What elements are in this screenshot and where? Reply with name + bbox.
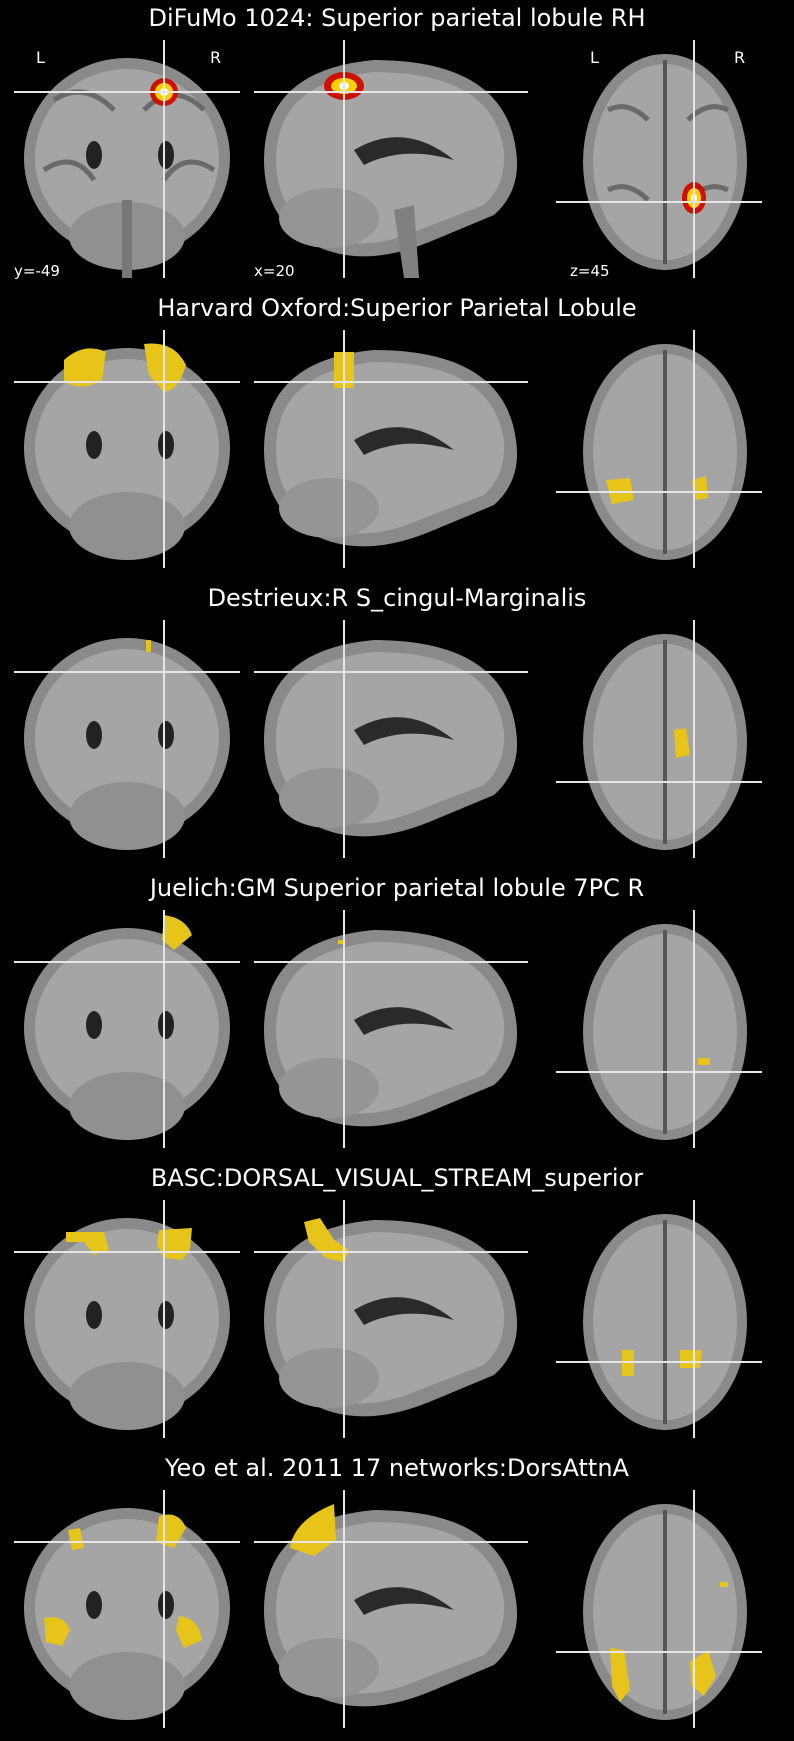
panel-juelich: Juelich:GM Superior parietal lobule 7PC … bbox=[0, 870, 794, 1160]
sagittal-view bbox=[254, 330, 528, 568]
axial-view: L R z=45 bbox=[568, 40, 762, 278]
axial-left-label: L bbox=[590, 48, 599, 67]
panel-basc: BASC:DORSAL_VISUAL_STREAM_superior bbox=[0, 1160, 794, 1450]
coronal-slice bbox=[14, 40, 240, 278]
axial-view bbox=[568, 330, 762, 568]
coronal-coord: y=-49 bbox=[14, 262, 60, 280]
coronal-view bbox=[14, 910, 240, 1148]
axial-coord: z=45 bbox=[570, 262, 610, 280]
coronal-view bbox=[14, 330, 240, 568]
panel-yeo: Yeo et al. 2011 17 networks:DorsAttnA bbox=[0, 1450, 794, 1740]
sagittal-view bbox=[254, 1490, 528, 1728]
sagittal-view bbox=[254, 620, 528, 858]
panel-destrieux: Destrieux:R S_cingul-Marginalis bbox=[0, 580, 794, 870]
panel-title: Yeo et al. 2011 17 networks:DorsAttnA bbox=[0, 1454, 794, 1482]
coronal-view bbox=[14, 1490, 240, 1728]
axial-slice bbox=[568, 40, 762, 278]
panel-title: Harvard Oxford:Superior Parietal Lobule bbox=[0, 294, 794, 322]
sagittal-view bbox=[254, 1200, 528, 1438]
sagittal-slice bbox=[254, 40, 528, 278]
coronal-view: L R y=-49 bbox=[14, 40, 240, 278]
sagittal-view: x=20 bbox=[254, 40, 528, 278]
panel-title: DiFuMo 1024: Superior parietal lobule RH bbox=[0, 4, 794, 32]
axial-view bbox=[568, 1490, 762, 1728]
axial-right-label: R bbox=[734, 48, 745, 67]
panel-title: BASC:DORSAL_VISUAL_STREAM_superior bbox=[0, 1164, 794, 1192]
axial-view bbox=[568, 910, 762, 1148]
panel-harvard-oxford: Harvard Oxford:Superior Parietal Lobule bbox=[0, 290, 794, 580]
panel-title: Juelich:GM Superior parietal lobule 7PC … bbox=[0, 874, 794, 902]
coronal-view bbox=[14, 620, 240, 858]
left-label: L bbox=[36, 48, 45, 67]
sagittal-view bbox=[254, 910, 528, 1148]
axial-view bbox=[568, 620, 762, 858]
right-label: R bbox=[210, 48, 221, 67]
panel-title: Destrieux:R S_cingul-Marginalis bbox=[0, 584, 794, 612]
coronal-view bbox=[14, 1200, 240, 1438]
axial-view bbox=[568, 1200, 762, 1438]
sagittal-coord: x=20 bbox=[254, 262, 295, 280]
panel-difumo: DiFuMo 1024: Superior parietal lobule RH… bbox=[0, 0, 794, 290]
